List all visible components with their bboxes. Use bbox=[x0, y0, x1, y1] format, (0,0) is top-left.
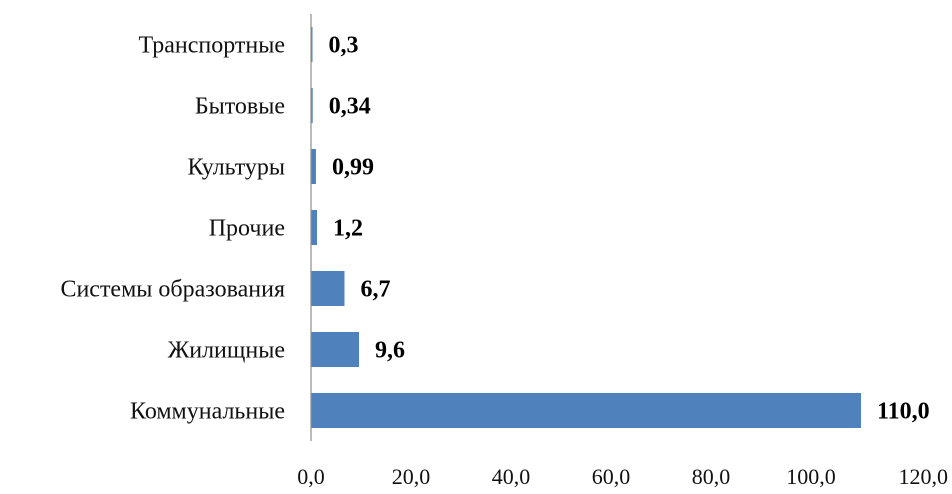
bar-3 bbox=[311, 149, 316, 184]
category-label: Коммунальные bbox=[130, 399, 285, 425]
x-tick-label: 80,0 bbox=[692, 464, 731, 489]
category-label: Прочие bbox=[209, 216, 285, 242]
data-label: 6,7 bbox=[361, 277, 391, 303]
bar-5 bbox=[311, 271, 345, 306]
bar-6 bbox=[311, 332, 359, 367]
bar-7 bbox=[311, 393, 861, 428]
data-label: 0,34 bbox=[329, 94, 371, 120]
data-label: 0,3 bbox=[329, 33, 359, 59]
x-tick-label: 40,0 bbox=[492, 464, 531, 489]
bars-group bbox=[311, 27, 861, 428]
bar-1 bbox=[311, 27, 313, 62]
data-label: 110,0 bbox=[877, 399, 930, 425]
category-label: Культуры bbox=[188, 155, 285, 181]
data-label: 0,99 bbox=[332, 155, 374, 181]
category-label: Транспортные bbox=[138, 33, 285, 59]
data-label: 9,6 bbox=[375, 338, 405, 364]
data-labels: 0,3 0,34 0,99 1,2 6,7 9,6 110,0 bbox=[329, 33, 930, 425]
x-tick-label: 120,0 bbox=[899, 464, 949, 489]
category-labels: Транспортные Бытовые Культуры Прочие Системы… bbox=[60, 33, 285, 425]
x-tick-label: 60,0 bbox=[592, 464, 631, 489]
x-tick-label: 100,0 bbox=[786, 464, 836, 489]
x-tick-label: 0,0 bbox=[297, 464, 325, 489]
x-tick-label: 20,0 bbox=[392, 464, 431, 489]
category-label: Системы образования bbox=[60, 277, 285, 303]
data-label: 1,2 bbox=[333, 216, 363, 242]
x-axis-ticks: 0,0 20,0 40,0 60,0 80,0 100,0 120,0 bbox=[297, 464, 948, 489]
bar-2 bbox=[311, 88, 313, 123]
category-label: Жилищные bbox=[168, 338, 285, 364]
category-label: Бытовые bbox=[195, 94, 285, 120]
bar-4 bbox=[311, 210, 317, 245]
